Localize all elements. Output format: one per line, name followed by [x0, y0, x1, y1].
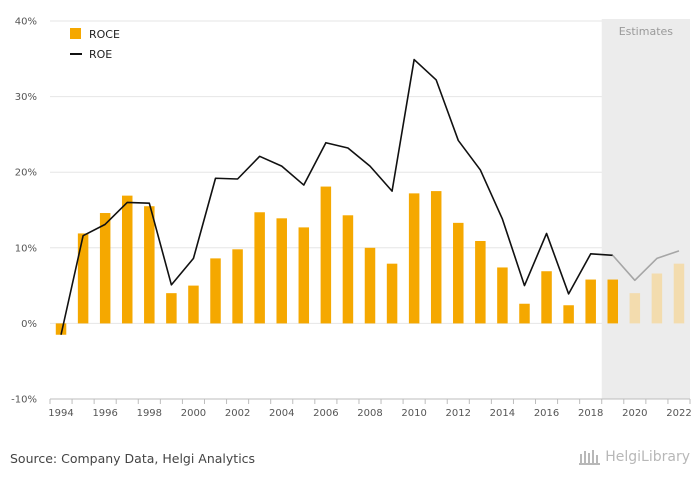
x-tick-label: 1996: [92, 408, 117, 419]
roce-bar: [497, 267, 508, 324]
x-tick-label: 2012: [446, 408, 471, 419]
x-tick-label: 2000: [181, 408, 206, 419]
roce-bar: [342, 215, 354, 324]
roce-bar: [386, 263, 398, 324]
axes: 1994 1996 1998 2000 2002 2004 2006 2008 2010 2012…: [48, 398, 692, 419]
x-tick-label: 2016: [534, 408, 559, 419]
gridlines: 40% 30% 20% 10% 0% -10%: [11, 17, 690, 406]
x-tick-label: 2014: [490, 408, 515, 419]
roce-bar: [55, 323, 67, 335]
y-tick-label: 10%: [15, 243, 37, 254]
roce-bar: [453, 222, 464, 324]
roce-bar: [519, 303, 530, 324]
roce-bar: [99, 213, 111, 324]
x-tick-label: 2008: [357, 408, 382, 419]
roce-bar: [629, 293, 641, 324]
x-tick-label: 2004: [269, 408, 294, 419]
x-tick-label: 2010: [401, 408, 426, 419]
roce-bar: [210, 258, 221, 324]
roce-bar: [254, 212, 265, 324]
roce-bar: [563, 305, 574, 324]
brand-logo: HelgiLibrary: [579, 449, 690, 465]
roce-bar: [651, 273, 663, 324]
roe-series-line: [60, 58, 613, 335]
x-tick-label: 2018: [578, 408, 603, 419]
roce-bar: [232, 249, 243, 324]
library-icon: [579, 450, 601, 465]
estimates-band: [601, 19, 690, 399]
roce-bar: [298, 227, 310, 324]
y-tick-label: 20%: [15, 168, 37, 179]
roce-bars: [55, 186, 685, 335]
x-tick-label: 2006: [313, 408, 338, 419]
y-tick-label: 0%: [21, 319, 37, 330]
chart: 40%30%20%10%0%-10% Estimates 1994 1996 199…: [11, 17, 692, 420]
x-tick-label: 1994: [48, 408, 73, 419]
roce-bar: [188, 285, 199, 324]
x-tick-label: 2020: [622, 408, 647, 419]
legend-roe-label: ROE: [89, 48, 112, 61]
estimates-label: Estimates: [619, 25, 674, 38]
roce-bar: [673, 263, 685, 324]
roce-bar: [77, 233, 89, 324]
x-tick-label: 2002: [225, 408, 250, 419]
roce-bar: [475, 240, 486, 324]
brand-name: HelgiLibrary: [605, 449, 690, 465]
roce-bar: [364, 247, 376, 324]
roe-line: [60, 58, 680, 335]
y-tick-label: -10%: [11, 395, 37, 406]
roce-bar: [585, 279, 596, 324]
roce-bar: [121, 195, 133, 324]
roce-bar: [607, 279, 619, 324]
roce-bar: [144, 206, 155, 324]
y-tick-label: 40%: [15, 17, 37, 28]
roce-bar: [276, 218, 287, 324]
legend: ROCE ROE: [70, 28, 120, 61]
source-note: Source: Company Data, Helgi Analytics: [10, 451, 256, 466]
legend-roce-swatch: [70, 28, 81, 39]
roce-bar: [430, 191, 442, 324]
roce-bar: [541, 271, 552, 324]
roce-bar: [408, 193, 420, 324]
legend-roce-label: ROCE: [89, 28, 120, 41]
roce-bar: [320, 186, 332, 324]
roe-estimate-line: [612, 250, 680, 282]
roce-bar: [166, 293, 177, 324]
x-tick-label: 1998: [137, 408, 162, 419]
y-tick-label: 30%: [15, 92, 37, 103]
x-tick-label: 2022: [666, 408, 691, 419]
